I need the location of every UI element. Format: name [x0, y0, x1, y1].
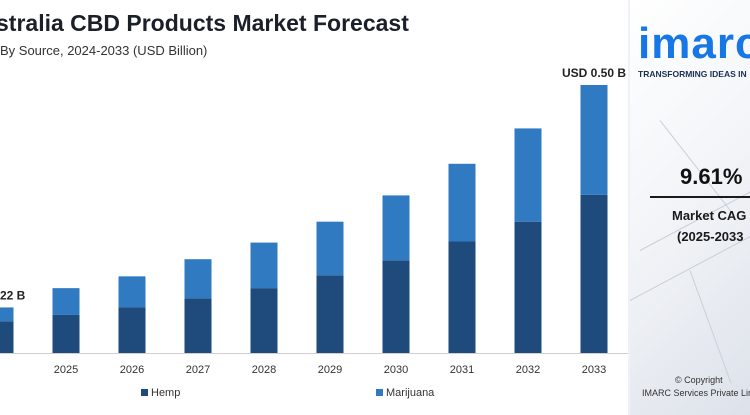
bar-hemp-2029	[316, 275, 344, 353]
legend-swatch-marijuana	[376, 389, 383, 396]
x-tick-label-2030: 2030	[384, 364, 408, 376]
bar-marijuana-2032	[514, 128, 542, 222]
bar-marijuana-2031	[448, 163, 476, 242]
bar-hemp-2028	[250, 288, 278, 353]
brand-logo: imarc	[638, 22, 750, 66]
bar-hemp-2033	[580, 194, 608, 353]
data-label-2033: USD 0.50 B	[562, 66, 626, 80]
bar-hemp-2027	[184, 298, 212, 353]
cagr-value: 9.61%	[680, 164, 743, 189]
legend-label-marijuana: Marijuana	[386, 387, 435, 399]
x-tick-label-2026: 2026	[120, 364, 144, 376]
cagr-divider	[650, 196, 750, 198]
bar-marijuana-2025	[52, 288, 80, 315]
chart-title: stralia CBD Products Market Forecast	[0, 10, 409, 36]
x-tick-label-2032: 2032	[516, 364, 540, 376]
bar-hemp-2030	[382, 260, 410, 353]
x-tick-label-2031: 2031	[450, 364, 474, 376]
data-label-2024: 22 B	[0, 288, 26, 302]
brand-tagline: TRANSFORMING IDEAS IN	[638, 69, 747, 79]
side-panel: imarc TRANSFORMING IDEAS IN 9.61% Market…	[630, 0, 750, 415]
bar-marijuana-2026	[118, 276, 146, 308]
legend-label-hemp: Hemp	[151, 387, 180, 399]
chart-panel: stralia CBD Products Market Forecast By …	[0, 0, 628, 415]
background-line	[689, 270, 732, 384]
x-tick-label-2033: 2033	[582, 364, 606, 376]
company-name: IMARC Services Private Lir	[642, 388, 750, 398]
legend-swatch-hemp	[141, 389, 148, 396]
copyright-text: © Copyright	[675, 375, 723, 385]
cagr-label: Market CAG	[672, 208, 747, 223]
bar-hemp-2032	[514, 221, 542, 353]
bar-hemp-2024	[0, 321, 14, 353]
bar-marijuana-2027	[184, 259, 212, 299]
bar-hemp-2025	[52, 314, 80, 353]
cagr-period: (2025-2033	[677, 229, 744, 244]
x-tick-label-2025: 2025	[54, 364, 78, 376]
x-tick-label-2027: 2027	[186, 364, 210, 376]
bar-hemp-2031	[448, 241, 476, 353]
chart-subtitle: By Source, 2024-2033 (USD Billion)	[0, 43, 208, 58]
bar-hemp-2026	[118, 307, 146, 353]
bar-marijuana-2028	[250, 242, 278, 289]
x-tick-label-2029: 2029	[318, 364, 342, 376]
x-tick-label-2028: 2028	[252, 364, 276, 376]
bar-marijuana-2024	[0, 307, 14, 322]
bar-marijuana-2030	[382, 195, 410, 261]
bar-chart: 2025 2026 2027 2028 2029 2030 2031 2032 2033 22 B…	[0, 66, 628, 399]
brand-logo-text: imarc	[638, 19, 750, 68]
bar-marijuana-2033	[580, 85, 608, 195]
bar-marijuana-2029	[316, 221, 344, 276]
